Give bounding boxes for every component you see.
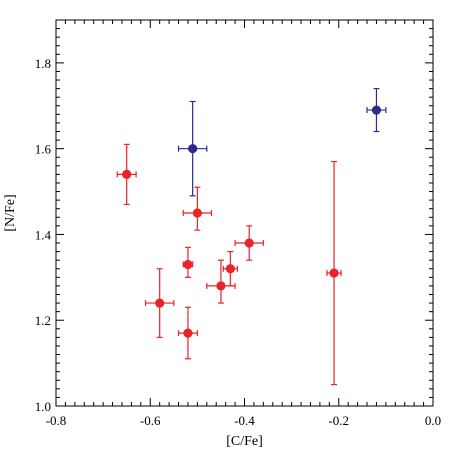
data-marker bbox=[183, 259, 193, 270]
y-tick-label: 1.8 bbox=[35, 56, 51, 71]
x-tick-label: -0.8 bbox=[46, 413, 67, 428]
y-tick-label: 1.2 bbox=[35, 313, 51, 328]
data-point bbox=[222, 251, 239, 287]
x-tick-label: 0.0 bbox=[425, 413, 441, 428]
x-tick-label: -0.4 bbox=[234, 413, 255, 428]
data-point bbox=[144, 268, 175, 338]
data-marker bbox=[188, 144, 198, 154]
y-tick-label: 1.0 bbox=[35, 399, 51, 414]
data-marker bbox=[329, 268, 339, 278]
data-marker bbox=[225, 264, 235, 274]
data-point bbox=[366, 88, 387, 133]
plot-frame bbox=[55, 19, 434, 407]
axis-tick-labels: -0.8 -0.6 -0.4 -0.2 0.0 1.0 1.2 1.4 1.6 1.8 bbox=[35, 56, 441, 428]
y-axis-label: [N/Fe] bbox=[3, 194, 18, 231]
y-tick-label: 1.4 bbox=[35, 227, 52, 242]
data-marker bbox=[183, 328, 193, 338]
x-tick-label: -0.6 bbox=[140, 413, 161, 428]
data-marker bbox=[244, 238, 254, 248]
data-point bbox=[177, 306, 198, 360]
axis-ticks bbox=[55, 19, 434, 407]
data-point bbox=[326, 160, 342, 386]
data-marker bbox=[155, 298, 165, 308]
x-axis-label: [C/Fe] bbox=[226, 434, 263, 449]
y-tick-label: 1.6 bbox=[35, 142, 52, 157]
data-markers bbox=[116, 88, 387, 386]
data-point bbox=[177, 100, 208, 197]
data-point bbox=[116, 143, 137, 206]
data-marker bbox=[216, 281, 226, 291]
data-point bbox=[182, 246, 194, 278]
data-point bbox=[182, 186, 213, 231]
x-tick-label: -0.2 bbox=[328, 413, 349, 428]
data-marker bbox=[122, 169, 132, 179]
data-point bbox=[234, 225, 264, 261]
data-marker bbox=[192, 208, 202, 218]
data-marker bbox=[371, 105, 382, 115]
